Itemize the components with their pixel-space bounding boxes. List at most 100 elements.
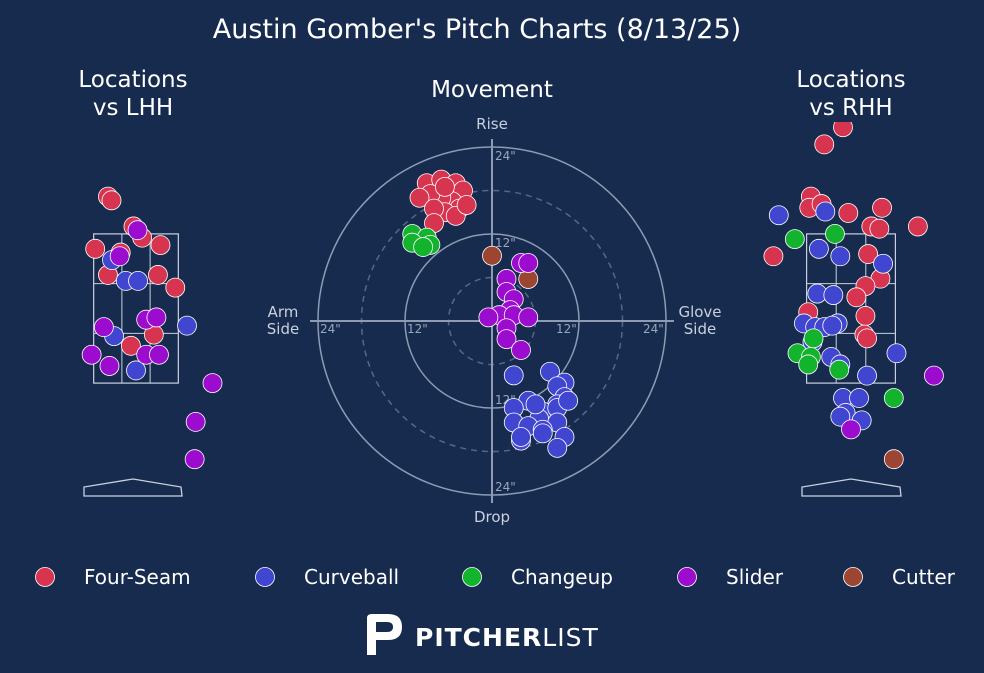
rhh-panel-title-line2: vs RHH xyxy=(809,95,892,121)
lhh-pitch-point-slider xyxy=(99,356,120,376)
movement-pitch-point-cutter xyxy=(482,245,502,266)
lhh-points-clip xyxy=(81,186,223,470)
lhh-pitch-point-curveball xyxy=(126,360,146,381)
legend-marker-four-seam xyxy=(35,567,55,587)
lhh-home-plate xyxy=(83,478,183,497)
ring-label-left-24: 24" xyxy=(320,322,341,336)
lhh-pitch-point-four-seam xyxy=(148,265,168,285)
movement-pitch-point-curveball xyxy=(547,437,568,458)
movement-panel: Movement Rise Drop Arm Side Glove Side 2… xyxy=(267,77,722,526)
rhh-home-plate xyxy=(801,478,902,497)
ring-label-right-24: 24" xyxy=(643,322,664,336)
legend-label-cutter: Cutter xyxy=(892,565,956,589)
lhh-pitch-point-slider xyxy=(202,373,223,394)
rhh-points-clip xyxy=(763,122,944,470)
rhh-pitch-point-curveball xyxy=(857,365,877,386)
movement-pitch-point-curveball xyxy=(503,365,524,386)
movement-pitch-point-four-seam xyxy=(409,187,430,208)
ring-label-top-24: 24" xyxy=(495,149,516,163)
lhh-pitch-point-four-seam xyxy=(120,335,141,356)
rhh-pitch-point-four-seam xyxy=(833,122,853,138)
movement-glove-side-label-line1: Glove xyxy=(678,303,721,321)
legend-label-changeup: Changeup xyxy=(511,565,613,589)
rhh-pitch-point-changeup xyxy=(798,354,819,375)
rhh-pitch-point-changeup xyxy=(803,328,824,349)
movement-pitch-point-slider xyxy=(518,307,539,328)
rhh-pitch-point-four-seam xyxy=(763,246,784,267)
movement-pitch-point-curveball xyxy=(525,394,546,415)
movement-pitch-points xyxy=(402,169,579,458)
rhh-pitch-point-four-seam xyxy=(846,287,867,308)
rhh-pitch-point-four-seam xyxy=(869,218,890,239)
lhh-panel-title-line2: vs LHH xyxy=(93,95,173,121)
chart-title: Austin Gomber's Pitch Charts (8/13/25) xyxy=(213,14,741,45)
rhh-pitch-point-curveball xyxy=(830,406,851,427)
lhh-pitch-points xyxy=(81,186,223,470)
ring-label-left-12: 12" xyxy=(407,322,428,336)
lhh-pitch-point-four-seam xyxy=(150,235,171,255)
rhh-pitch-point-changeup xyxy=(784,229,805,250)
rhh-pitch-point-four-seam xyxy=(872,197,892,218)
movement-rise-label: Rise xyxy=(476,115,508,133)
movement-glove-side-label-line2: Side xyxy=(684,320,716,338)
rhh-locations-panel: Locations vs RHH xyxy=(763,67,944,497)
rhh-pitch-point-curveball xyxy=(830,246,851,267)
rhh-pitch-point-four-seam xyxy=(855,306,876,326)
lhh-pitch-point-four-seam xyxy=(85,238,106,259)
lhh-pitch-point-slider xyxy=(93,317,114,338)
rhh-pitch-point-four-seam xyxy=(907,216,928,237)
rhh-pitch-point-four-seam xyxy=(857,328,877,349)
legend-marker-curveball xyxy=(255,567,275,587)
rhh-pitch-point-curveball xyxy=(809,238,829,259)
movement-pitch-point-four-seam xyxy=(456,195,477,215)
lhh-pitch-point-slider xyxy=(146,307,167,328)
rhh-pitch-point-changeup xyxy=(883,388,904,408)
rhh-pitch-point-curveball xyxy=(886,343,907,364)
movement-arm-side-label-line2: Side xyxy=(267,320,299,338)
lhh-pitch-point-slider xyxy=(109,246,130,267)
rhh-pitch-point-curveball xyxy=(822,315,843,336)
rhh-panel-title-line1: Locations xyxy=(796,67,905,93)
movement-pitch-point-curveball xyxy=(558,390,579,411)
rhh-pitch-point-four-seam xyxy=(858,244,879,264)
rhh-pitch-point-slider xyxy=(924,365,944,386)
rhh-pitch-point-curveball xyxy=(823,285,844,305)
lhh-pitch-point-curveball xyxy=(128,270,148,291)
lhh-locations-panel: Locations vs LHH xyxy=(78,67,223,497)
legend-label-curveball: Curveball xyxy=(304,565,399,589)
movement-drop-label: Drop xyxy=(474,508,510,526)
rhh-pitch-point-cutter xyxy=(883,449,904,470)
movement-arm-side-label-line1: Arm xyxy=(268,303,299,321)
rhh-pitch-point-four-seam xyxy=(814,134,835,155)
movement-pitch-point-slider xyxy=(478,307,499,328)
movement-pitch-point-four-seam xyxy=(434,176,455,197)
pitcherlist-logo-icon xyxy=(367,614,402,655)
legend-marker-changeup xyxy=(462,567,482,587)
lhh-panel-title-line1: Locations xyxy=(78,67,187,93)
pitcherlist-logo-text: PITCHERLIST xyxy=(415,623,599,652)
lhh-pitch-point-four-seam xyxy=(165,277,186,298)
rhh-pitch-point-changeup xyxy=(825,223,845,244)
rhh-pitch-points xyxy=(763,122,944,470)
movement-pitch-point-changeup xyxy=(413,237,434,257)
lhh-pitch-point-slider xyxy=(184,449,205,470)
pitcherlist-logo-text-bold: PITCHER xyxy=(415,623,542,652)
lhh-pitch-point-four-seam xyxy=(101,190,122,211)
pitcherlist-logo: PITCHERLIST xyxy=(367,614,599,655)
rhh-pitch-point-curveball xyxy=(873,253,893,274)
legend-marker-cutter xyxy=(843,567,863,587)
lhh-pitch-point-slider xyxy=(127,220,148,241)
movement-pitch-point-curveball xyxy=(532,423,553,444)
legend-marker-slider xyxy=(677,567,697,587)
legend-label-four-seam: Four-Seam xyxy=(84,565,191,589)
rhh-pitch-point-curveball xyxy=(815,201,836,222)
rhh-pitch-point-changeup xyxy=(829,359,850,380)
lhh-pitch-point-slider xyxy=(81,344,102,365)
pitcherlist-logo-text-light: LIST xyxy=(542,623,598,652)
ring-label-top-12: 12" xyxy=(495,236,516,250)
ring-label-right-12: 12" xyxy=(556,322,577,336)
movement-pitch-point-curveball xyxy=(511,427,531,447)
rhh-pitch-point-four-seam xyxy=(838,203,859,223)
movement-pitch-point-slider xyxy=(518,253,539,273)
